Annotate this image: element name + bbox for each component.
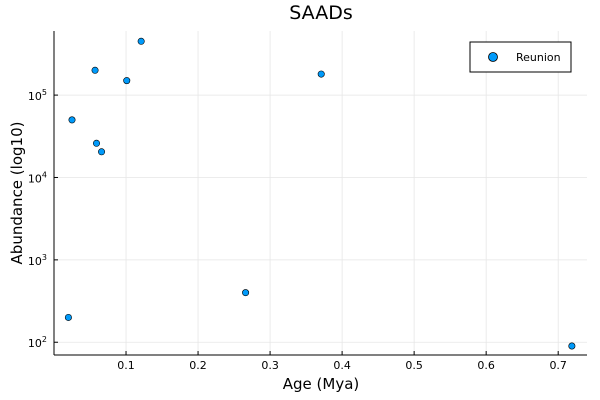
data-point: [137, 37, 145, 45]
x-ticks: 0.1 0.2 0.3 0.4 0.5 0.6 0.7: [117, 351, 567, 372]
y-tick-label: 104: [28, 170, 47, 185]
x-axis-label: Age (Mya): [283, 375, 360, 393]
legend-box: [469, 41, 572, 73]
x-tick-label: 0.4: [333, 359, 351, 372]
x-tick-label: 0.7: [549, 359, 567, 372]
legend: Reunion: [469, 41, 572, 73]
data-point: [91, 66, 99, 74]
y-ticks: 102 103 104 105: [28, 88, 58, 350]
grid: [54, 31, 587, 355]
data-point: [242, 289, 250, 297]
axes: [53, 31, 587, 356]
data-points: [64, 37, 576, 350]
x-tick-label: 0.5: [405, 359, 423, 372]
legend-marker: [488, 52, 498, 62]
data-point: [568, 342, 576, 350]
x-tick-label: 0.3: [261, 359, 279, 372]
y-tick-label: 103: [28, 253, 47, 268]
data-point: [98, 148, 106, 156]
legend-label: Reunion: [516, 51, 561, 64]
data-point: [92, 139, 100, 147]
x-tick-label: 0.2: [189, 359, 207, 372]
x-tick-label: 0.1: [117, 359, 135, 372]
chart-title: SAADs: [289, 2, 352, 24]
y-tick-label: 105: [28, 88, 47, 103]
x-tick-label: 0.6: [477, 359, 495, 372]
y-axis-label: Abundance (log10): [8, 122, 26, 265]
y-tick-label: 102: [28, 335, 47, 350]
data-point: [317, 70, 325, 78]
data-point: [64, 313, 72, 321]
data-point: [123, 77, 131, 85]
data-point: [68, 116, 76, 124]
